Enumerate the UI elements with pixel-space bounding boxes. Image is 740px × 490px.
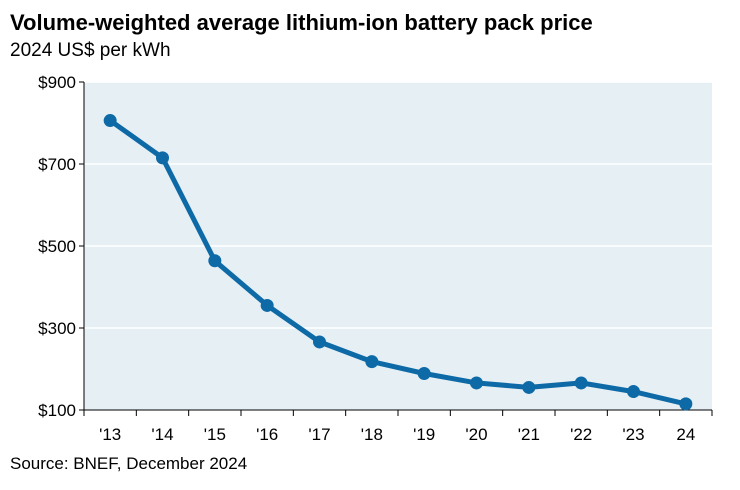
x-tick-label: '15 xyxy=(204,425,226,444)
x-tick-label: '18 xyxy=(361,425,383,444)
x-tick-label: '20 xyxy=(465,425,487,444)
data-point xyxy=(679,397,693,411)
x-tick-label: '21 xyxy=(518,425,540,444)
x-axis: '13 '14 '15 '16 '17 '18 '19 '20 '21 '22 '23 24 xyxy=(83,410,713,444)
data-point xyxy=(208,254,222,268)
data-point xyxy=(522,380,536,394)
data-point xyxy=(260,298,274,312)
source-note: Source: BNEF, December 2024 xyxy=(10,454,248,473)
y-tick-label: $900 xyxy=(38,73,76,92)
data-point xyxy=(627,385,640,399)
data-points xyxy=(103,114,693,411)
line-chart: $100$300$500$700$900 '13'14'15'16'17'18 '… xyxy=(38,73,713,444)
chart-subtitle: 2024 US$ per kWh xyxy=(10,40,171,61)
y-axis: $100 $300 $500 $700 $900 xyxy=(38,73,85,420)
x-tick-label: 24 xyxy=(676,425,695,444)
data-point xyxy=(103,114,117,128)
y-tick-label: $700 xyxy=(38,155,76,174)
x-tick-label: '13 xyxy=(99,425,121,444)
x-tick-label: '16 xyxy=(256,425,278,444)
y-tick-label: $500 xyxy=(38,237,76,256)
data-point xyxy=(365,355,379,369)
data-point xyxy=(417,367,431,381)
x-tick-label: '23 xyxy=(622,425,644,444)
data-point xyxy=(470,376,483,390)
x-tick-label: '17 xyxy=(308,425,330,444)
series-line xyxy=(107,118,689,407)
y-tick-label: $300 xyxy=(38,319,76,338)
data-point xyxy=(313,335,326,349)
gridlines xyxy=(84,81,712,329)
x-tick-label: '19 xyxy=(413,425,435,444)
data-point xyxy=(574,376,588,390)
data-point xyxy=(156,151,169,165)
x-tick-label: '14 xyxy=(151,425,173,444)
y-tick-label: $100 xyxy=(38,401,76,420)
chart-title: Volume-weighted average lithium-ion batt… xyxy=(10,10,593,35)
x-tick-label: '22 xyxy=(570,425,592,444)
